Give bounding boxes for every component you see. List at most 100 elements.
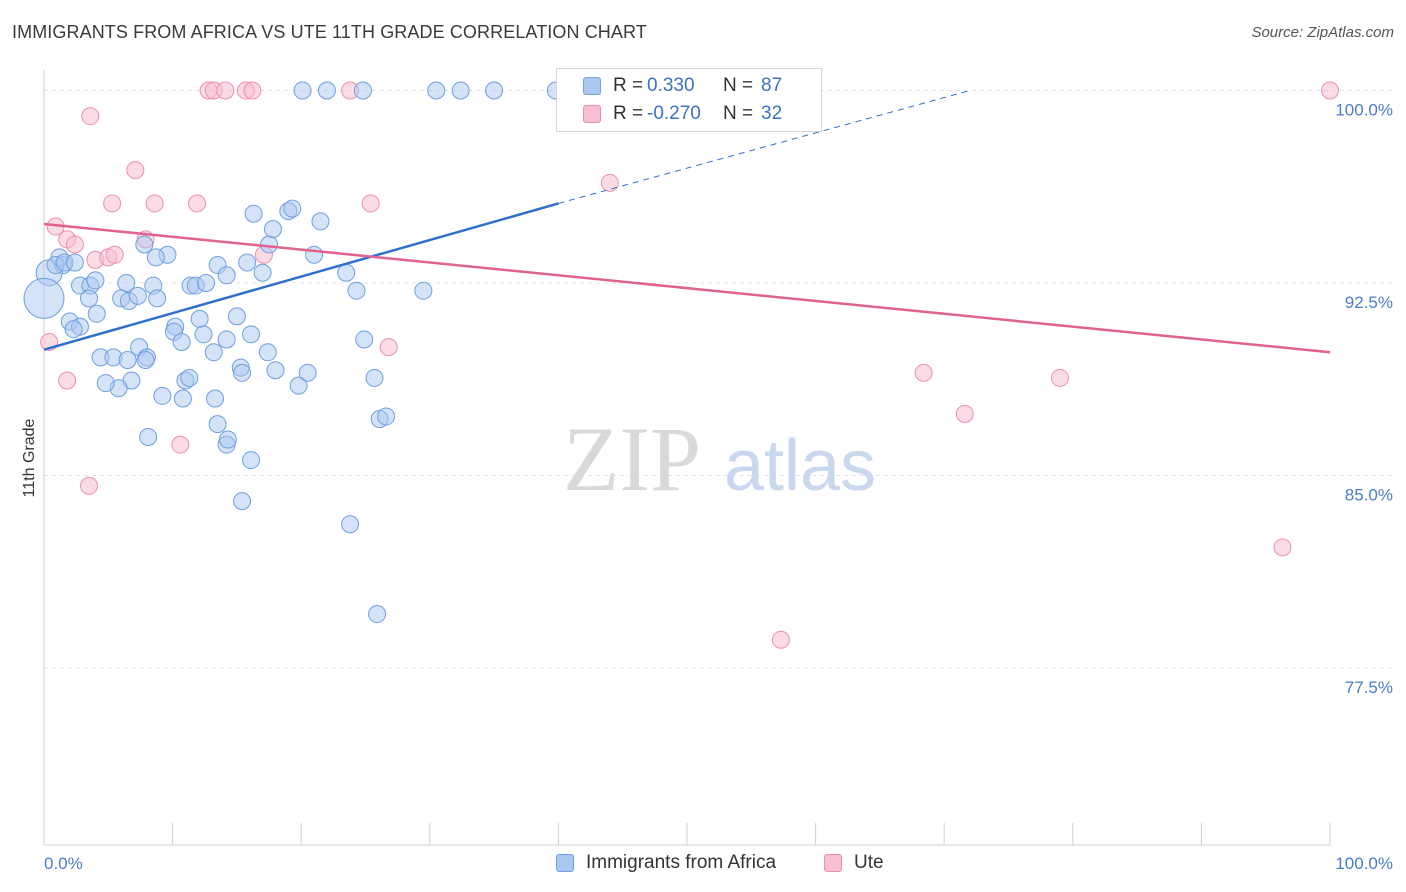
africa-point <box>218 430 237 449</box>
africa-point <box>128 286 147 305</box>
africa-point <box>263 220 282 239</box>
africa-point <box>64 320 83 339</box>
legend-r-value: -0.270 <box>647 103 701 124</box>
legend-n-label: N = <box>723 75 754 96</box>
africa-point <box>451 81 470 100</box>
legend-item-africa[interactable]: Immigrants from Africa <box>556 852 776 874</box>
africa-point <box>217 330 236 349</box>
africa-point <box>148 289 167 308</box>
ute-point <box>1321 81 1339 100</box>
africa-point <box>206 389 225 408</box>
legend-n-value: 32 <box>761 103 783 124</box>
ute-point <box>188 194 207 213</box>
africa-point <box>341 515 360 534</box>
legend-label-ute: Ute <box>854 852 884 873</box>
africa-point <box>190 309 209 328</box>
source-label: Source: ZipAtlas.com <box>1251 24 1394 41</box>
legend-r-label: R = <box>613 75 644 96</box>
africa-point <box>180 368 199 387</box>
africa-point <box>317 81 336 100</box>
ute-point <box>103 194 122 213</box>
legend-r-label: R = <box>613 103 644 124</box>
ute-point <box>1050 368 1069 387</box>
africa-point <box>173 389 192 408</box>
legend-n-label: N = <box>723 103 754 124</box>
x-tick-label: 100.0% <box>1335 854 1393 873</box>
ute-point <box>243 81 262 100</box>
africa-point <box>377 407 396 426</box>
legend-swatch-africa <box>556 854 574 872</box>
y-tick-label: 77.5% <box>1345 678 1393 697</box>
africa-point <box>283 199 302 218</box>
africa-point <box>136 350 155 369</box>
africa-point <box>23 277 65 319</box>
africa-point <box>197 273 216 292</box>
africa-point <box>135 235 154 254</box>
legend-row-ute: R = -0.270 N = 32 <box>557 101 782 127</box>
legend-swatch-ute <box>583 105 601 123</box>
africa-point <box>427 81 446 100</box>
africa-point <box>353 81 372 100</box>
africa-point <box>347 281 366 300</box>
africa-point <box>293 81 312 100</box>
africa-point <box>242 451 261 470</box>
ute-point <box>58 371 77 390</box>
africa-point <box>217 266 236 285</box>
x-tick-label: 0.0% <box>44 854 83 873</box>
africa-point <box>365 368 384 387</box>
africa-point <box>153 386 172 405</box>
ute-point <box>216 81 235 100</box>
africa-point <box>298 363 317 382</box>
africa-point <box>305 245 324 264</box>
stats-legend: R = 0.330 N = 87 R = -0.270 N = 32 <box>556 68 822 132</box>
watermark-zip: ZIP <box>563 408 701 510</box>
africa-point <box>233 492 252 511</box>
africa-point <box>194 325 213 344</box>
africa-points <box>23 81 565 624</box>
africa-point <box>80 289 99 308</box>
ute-point <box>914 363 933 382</box>
africa-point <box>238 253 257 272</box>
africa-point <box>172 333 191 352</box>
ute-point <box>65 235 84 254</box>
axes <box>43 70 1331 846</box>
legend-swatch-ute <box>824 854 842 872</box>
africa-point <box>355 330 374 349</box>
africa-trend-line <box>43 202 559 351</box>
y-tick-label: 85.0% <box>1345 485 1393 504</box>
watermark-atlas: atlas <box>724 426 876 506</box>
legend-r-value: 0.330 <box>647 75 695 96</box>
africa-point <box>227 307 246 326</box>
series-legend: Immigrants from Africa Ute <box>0 852 1406 876</box>
africa-point <box>311 212 330 231</box>
legend-swatch-africa <box>583 77 601 95</box>
africa-point <box>118 350 137 369</box>
y-tick-labels: 77.5% 85.0% 92.5% 100.0% <box>1335 101 1393 697</box>
ute-point <box>126 161 145 180</box>
ute-point <box>600 173 619 192</box>
africa-point <box>139 427 158 446</box>
africa-point <box>260 235 279 254</box>
africa-trend-extension <box>558 90 971 204</box>
africa-point <box>289 376 308 395</box>
africa-point <box>253 263 272 282</box>
africa-point <box>87 304 106 323</box>
africa-point <box>258 343 277 362</box>
legend-item-ute[interactable]: Ute <box>824 852 884 874</box>
africa-point <box>86 271 105 290</box>
africa-point <box>146 248 165 267</box>
chart-title: IMMIGRANTS FROM AFRICA VS UTE 11TH GRADE… <box>12 22 647 42</box>
legend-row-africa: R = 0.330 N = 87 <box>557 73 782 99</box>
legend-n-value: 87 <box>761 75 783 96</box>
africa-point <box>96 374 115 393</box>
ute-point <box>80 476 99 495</box>
ute-point <box>105 245 124 264</box>
x-tick-labels: 0.0% 100.0% <box>44 854 1393 873</box>
ute-point <box>81 107 100 126</box>
ute-point <box>361 194 380 213</box>
africa-point <box>485 81 504 100</box>
y-tick-label: 100.0% <box>1335 101 1393 120</box>
ute-point <box>145 194 164 213</box>
ute-point <box>955 404 974 423</box>
